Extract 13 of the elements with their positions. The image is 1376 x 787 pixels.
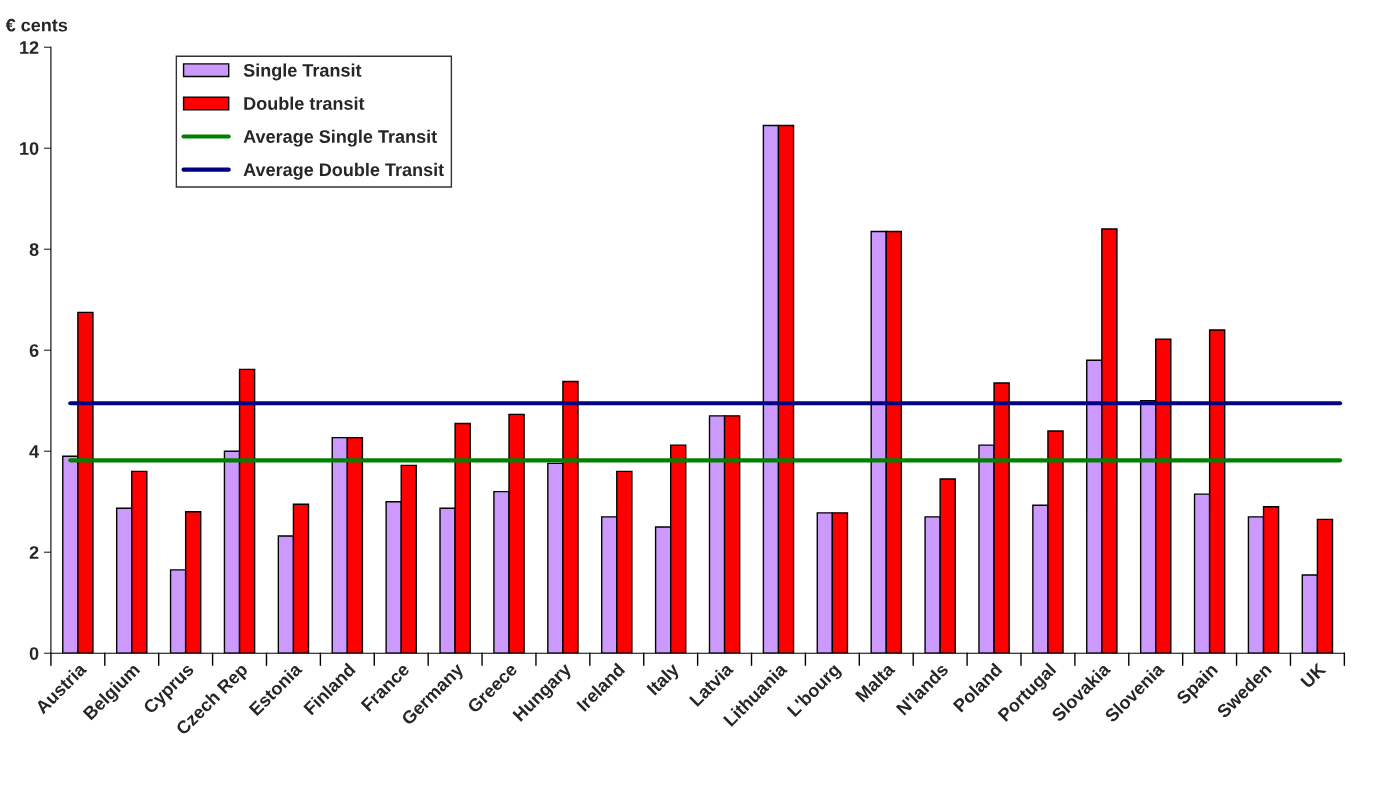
legend-label: Single Transit (243, 63, 362, 81)
y-axis-title: € cents (5, 18, 68, 32)
x-tick-label: UK (1300, 662, 1327, 689)
legend-label: Average Single Transit (243, 129, 437, 147)
legend-label: Double transit (244, 96, 365, 110)
y-tick-label: 6 (29, 344, 39, 357)
legend-label: Average Double Transit (243, 162, 444, 180)
y-tick-label: 2 (29, 546, 39, 559)
y-tick-label: 8 (29, 243, 39, 256)
y-tick-label: 12 (20, 41, 39, 54)
y-tick-label: 4 (29, 445, 40, 458)
y-tick-label: 0 (29, 647, 39, 660)
y-tick-label: 10 (20, 142, 39, 155)
